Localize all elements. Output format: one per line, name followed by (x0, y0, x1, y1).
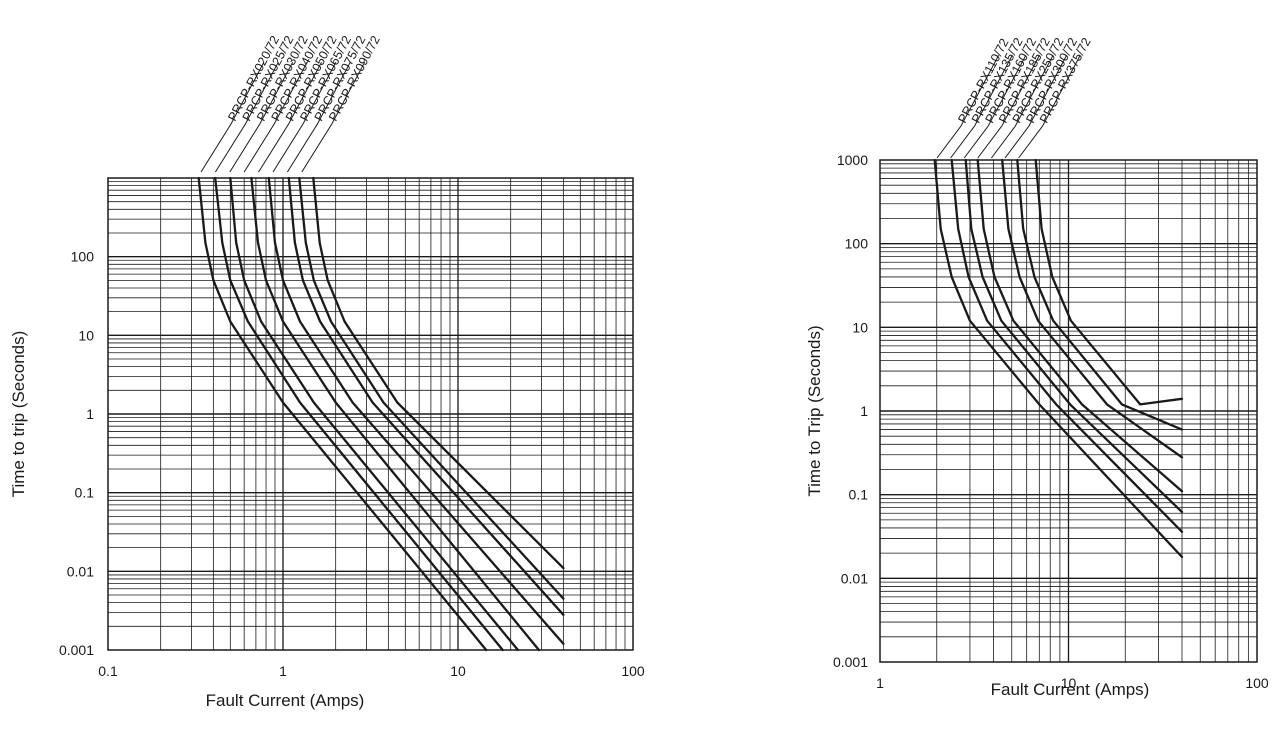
right-trip-curve-chart: PRCP-RX110/72PRCP-RX135/72PRCP-RX160/72P… (805, 35, 1269, 699)
plot-frame (879, 159, 1258, 663)
y-tick-label: 0.01 (841, 570, 868, 586)
y-tick-label: 10 (78, 327, 94, 343)
label-leader-line (950, 55, 1013, 159)
label-leader-line (977, 55, 1040, 159)
y-tick-label: 0.001 (833, 654, 868, 670)
label-leader-line (258, 61, 322, 173)
curve-prcp-rx185-72 (976, 158, 1184, 493)
y-tick-label: 1 (860, 403, 868, 419)
label-leader-line (214, 61, 279, 173)
label-leader-line (200, 61, 265, 173)
curve-prcp-rx090-72 (312, 176, 565, 570)
curve-prcp-rx075-72 (298, 176, 565, 600)
curve-prcp-rx160-72 (964, 158, 1184, 514)
y-tick-label: 1 (86, 406, 94, 422)
y-axis-title: Time to Trip (Seconds) (805, 325, 824, 496)
label-leader-line (991, 55, 1054, 159)
curve-prcp-rx030-72 (229, 176, 520, 652)
curve-prcp-rx300-72 (1016, 158, 1184, 431)
curve-prcp-rx110-72 (933, 158, 1184, 559)
label-leader-line (963, 55, 1027, 159)
y-tick-label: 0.001 (59, 642, 94, 658)
x-axis-title: Fault Current (Amps) (991, 680, 1150, 699)
label-leader-line (229, 61, 294, 173)
y-tick-label: 100 (71, 249, 95, 265)
plot-frame (107, 177, 634, 651)
curve-prcp-rx135-72 (950, 158, 1184, 533)
x-axis-title: Fault Current (Amps) (206, 691, 365, 710)
label-leader-line (1004, 55, 1068, 159)
curve-prcp-rx020-72 (197, 176, 488, 652)
curve-prcp-rx040-72 (250, 176, 541, 652)
y-tick-label: 0.01 (67, 563, 94, 579)
curve-prcp-rx025-72 (214, 176, 504, 652)
x-tick-label: 100 (1245, 675, 1269, 691)
x-tick-label: 1 (279, 663, 287, 679)
label-leader-line (1018, 55, 1081, 159)
x-tick-label: 1 (876, 675, 884, 691)
y-tick-label: 0.1 (849, 487, 869, 503)
label-leader-line (286, 61, 351, 173)
y-tick-label: 0.1 (75, 485, 95, 501)
curve-prcp-rx250-72 (1001, 158, 1184, 459)
curve-prcp-rx375-72 (1034, 158, 1184, 406)
x-tick-label: 10 (450, 663, 466, 679)
label-leader-line (301, 61, 366, 173)
curve-prcp-rx065-72 (287, 176, 565, 616)
label-leader-line (936, 55, 1000, 159)
y-tick-label: 10 (852, 319, 868, 335)
x-tick-label: 100 (621, 663, 645, 679)
label-leader-line (243, 61, 308, 173)
y-axis-title: Time to trip (Seconds) (9, 331, 28, 498)
label-leader-line (272, 61, 337, 173)
y-tick-label: 100 (845, 236, 869, 252)
curve-prcp-rx050-72 (267, 176, 565, 645)
left-trip-curve-chart: PRCP-RX020/72PRCP-RX025/72PRCP-RX030/72P… (9, 33, 645, 710)
y-tick-label: 1000 (837, 152, 868, 168)
x-tick-label: 0.1 (98, 663, 118, 679)
x-tick-label: 10 (1061, 675, 1077, 691)
